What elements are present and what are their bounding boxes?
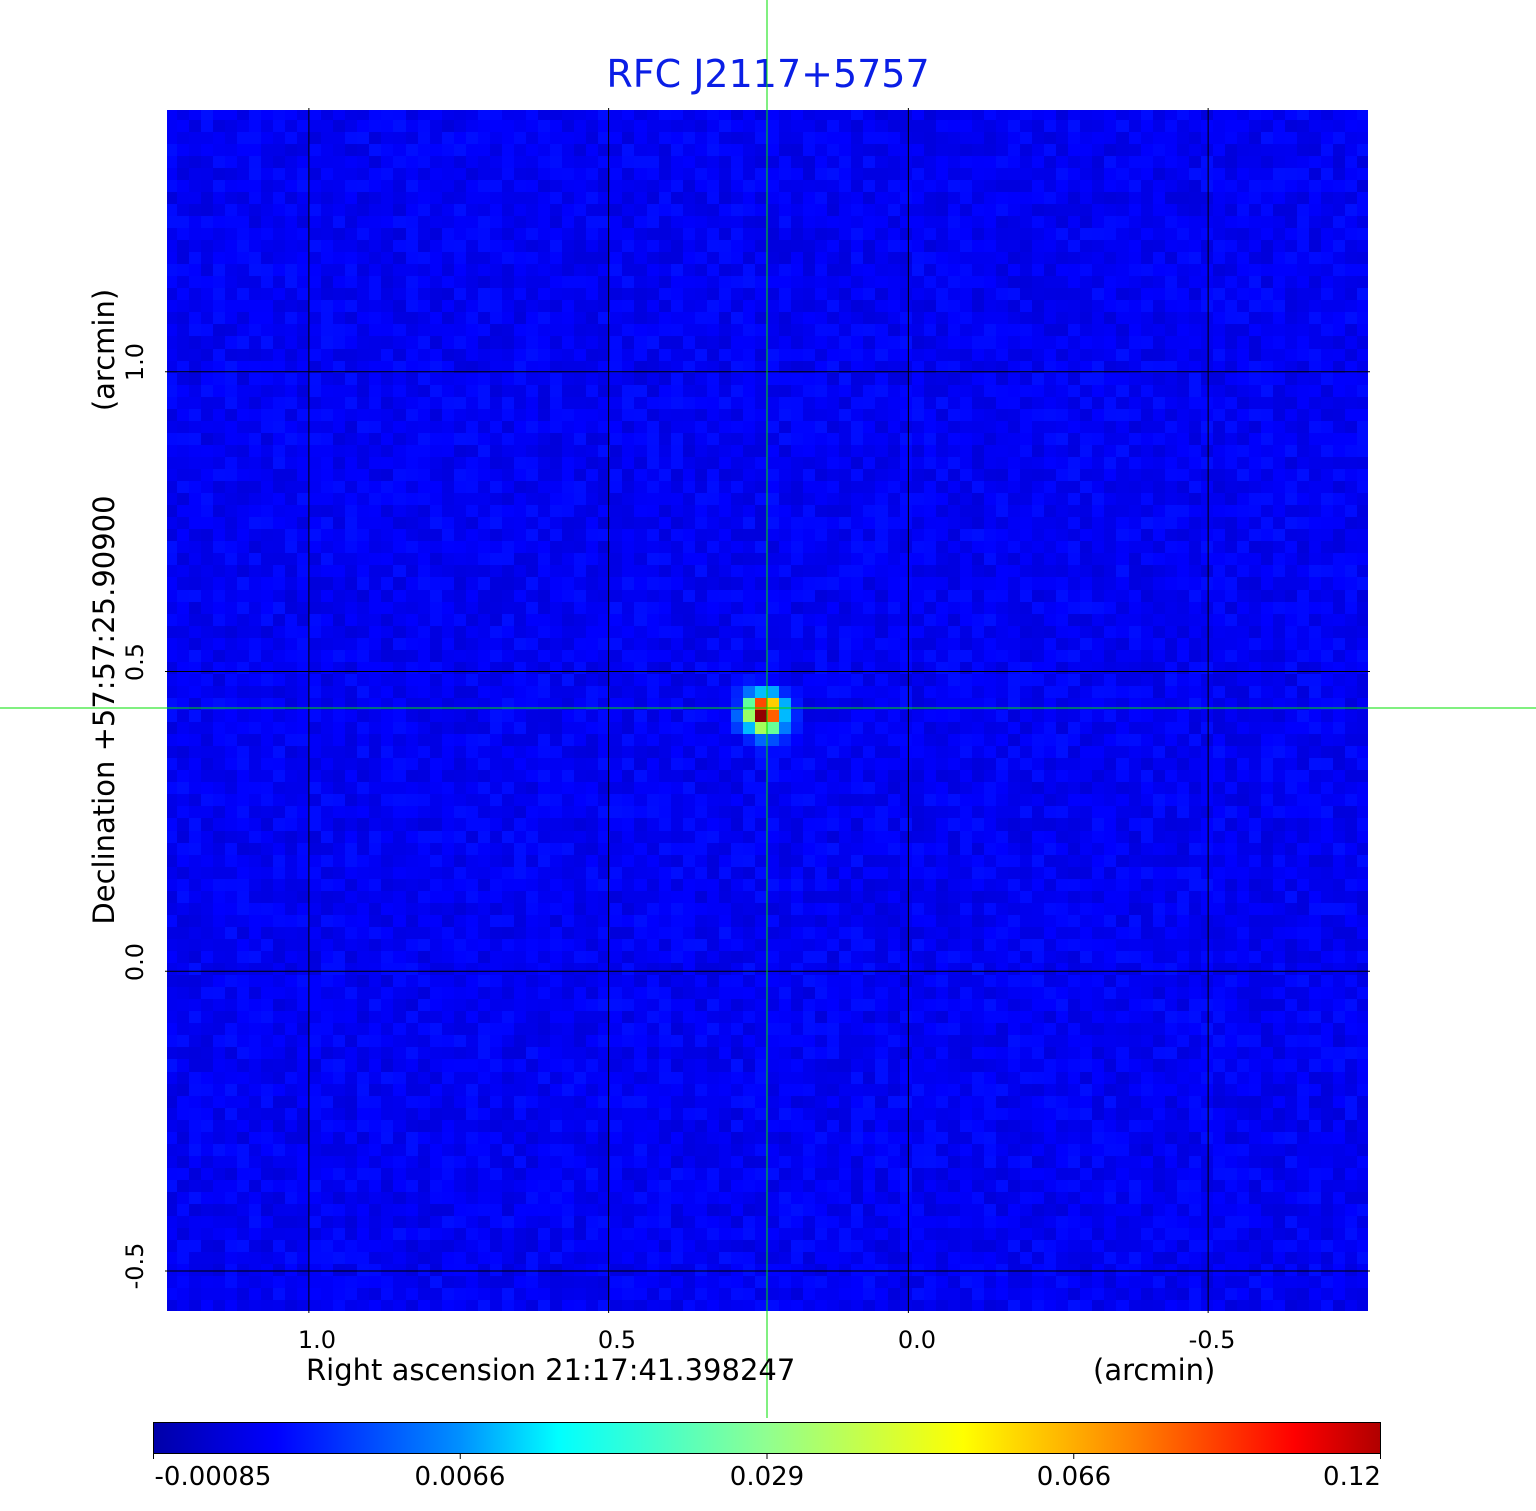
colorbar-tick-label: 0.066 — [1036, 1462, 1112, 1492]
colorbar-tick-label: -0.00085 — [154, 1462, 272, 1492]
y-tick-label: 1.0 — [121, 342, 149, 382]
y-tick-label: 0.0 — [121, 942, 149, 982]
x-axis-unit: (arcmin) — [1093, 1353, 1216, 1387]
x-tick-label: 1.0 — [297, 1326, 337, 1354]
colorbar-tick-label: 0.0066 — [414, 1462, 506, 1492]
x-tick-label: 0.0 — [897, 1326, 937, 1354]
y-tick-label: 0.5 — [121, 642, 149, 682]
y-tick-label: -0.5 — [121, 1242, 149, 1290]
x-axis-label: Right ascension 21:17:41.398247 — [306, 1353, 796, 1387]
x-tick-label: -0.5 — [1188, 1326, 1236, 1354]
colorbar — [153, 1422, 1381, 1454]
colorbar-tick-label: 0.029 — [729, 1462, 805, 1492]
colorbar-ticks — [153, 1453, 1381, 1459]
chart-title: RFC J2117+5757 — [606, 52, 930, 96]
x-tick-label: 0.5 — [597, 1326, 637, 1354]
y-axis-label: Declination +57:57:25.90900 — [87, 495, 121, 925]
colorbar-tick-label: 0.12 — [1323, 1462, 1381, 1492]
y-axis-unit: (arcmin) — [87, 288, 121, 412]
